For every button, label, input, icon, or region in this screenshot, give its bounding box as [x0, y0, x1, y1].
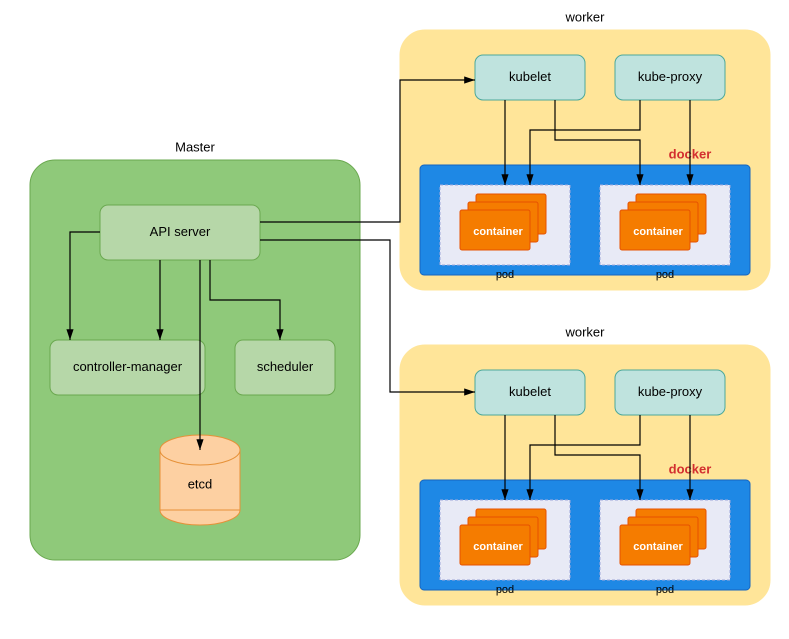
container-label: container — [473, 226, 523, 238]
svg-text:Master: Master — [175, 139, 215, 154]
worker-title: worker — [564, 9, 605, 24]
worker-title: worker — [564, 324, 605, 339]
svg-text:kube-proxy: kube-proxy — [638, 384, 703, 399]
container-label: container — [633, 226, 683, 238]
container-label: container — [473, 541, 523, 553]
svg-text:scheduler: scheduler — [257, 359, 314, 374]
svg-text:kubelet: kubelet — [509, 69, 551, 84]
pod-label: pod — [496, 584, 514, 596]
svg-text:etcd: etcd — [188, 476, 213, 491]
svg-text:controller-manager: controller-manager — [73, 359, 183, 374]
pod-label: pod — [656, 269, 674, 281]
svg-text:kube-proxy: kube-proxy — [638, 69, 703, 84]
pod-label: pod — [496, 269, 514, 281]
svg-text:API server: API server — [150, 224, 211, 239]
container-label: container — [633, 541, 683, 553]
svg-text:kubelet: kubelet — [509, 384, 551, 399]
pod-label: pod — [656, 584, 674, 596]
